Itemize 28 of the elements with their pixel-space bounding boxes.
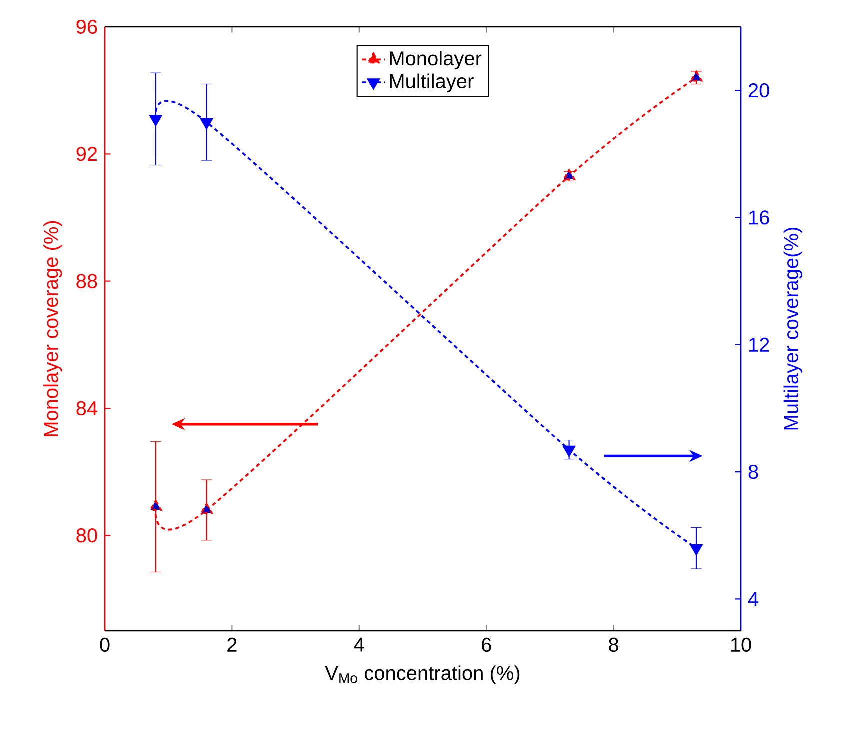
x-tick-label: 4 <box>354 638 364 652</box>
y2-tick-label: 16 <box>749 210 770 225</box>
y-tick-label: 92 <box>76 147 98 162</box>
y-tick-label: 84 <box>76 401 98 416</box>
x-tick-label: 6 <box>482 638 492 652</box>
y-tick-label: 80 <box>76 528 98 543</box>
x-tick-label: 8 <box>609 638 618 652</box>
y-tick-label: 88 <box>76 274 98 288</box>
point <box>150 115 162 126</box>
x-axis-title: V$_{Mo}$ concentration (%) <box>325 666 520 684</box>
y2-axis-title: Multilayer coverage(%) <box>784 228 802 430</box>
point <box>690 544 703 556</box>
x-tick-label: 0 <box>100 638 110 652</box>
point <box>690 70 703 82</box>
point <box>200 503 213 514</box>
legend-label: Multilayer <box>390 74 474 92</box>
y-tick-label: 96 <box>76 20 98 34</box>
y2-tick-label: 8 <box>748 464 758 480</box>
y2-tick-label: 20 <box>748 83 770 98</box>
x-tick-label: 10 <box>731 638 752 652</box>
x-tick-label: 2 <box>228 638 237 652</box>
y-axis-title: Monolayer coverage (%) <box>44 221 62 436</box>
point <box>563 446 576 457</box>
y2-tick-label: 4 <box>748 592 758 606</box>
point <box>200 118 213 130</box>
point <box>150 500 162 511</box>
legend-label: Monolayer <box>390 50 482 70</box>
y2-tick-label: 12 <box>749 338 770 352</box>
